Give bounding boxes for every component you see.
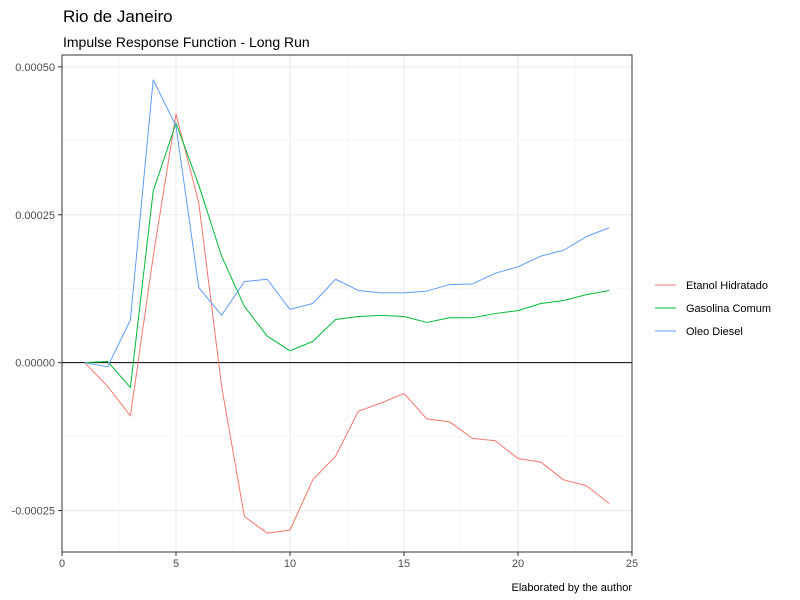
x-tick-label: 10	[284, 558, 296, 570]
x-tick-label: 25	[626, 558, 638, 570]
x-tick-label: 20	[512, 558, 524, 570]
y-tick-label: 0.00050	[15, 62, 55, 74]
x-tick-label: 5	[173, 558, 179, 570]
x-tick-label: 0	[59, 558, 65, 570]
legend-label-oleo-diesel: Oleo Diesel	[686, 326, 743, 338]
chart-subtitle: Impulse Response Function - Long Run	[63, 34, 310, 50]
y-axis: -0.00025 0.00000 0.00025 0.00050	[12, 62, 62, 518]
series-line-etanol-hidratado	[84, 113, 610, 534]
series-lines	[84, 79, 610, 534]
x-tick-label: 15	[398, 558, 410, 570]
plot-panel-border	[61, 54, 633, 553]
legend: Etanol Hidratado Gasolina Comum Oleo Diese…	[655, 280, 771, 338]
x-axis: 0 5 10 15 20 25	[59, 552, 638, 570]
y-tick-label: -0.00025	[12, 506, 55, 518]
y-tick-label: 0.00000	[15, 358, 55, 370]
chart-caption: Elaborated by the author	[512, 582, 633, 594]
chart-title: Rio de Janeiro	[63, 7, 173, 26]
series-line-oleo-diesel	[84, 79, 610, 368]
series-line-gasolina-comum	[84, 122, 610, 389]
legend-label-gasolina-comum: Gasolina Comum	[686, 303, 771, 315]
minor-gridlines	[62, 55, 632, 552]
y-tick-label: 0.00025	[15, 210, 55, 222]
legend-label-etanol-hidratado: Etanol Hidratado	[686, 280, 768, 292]
